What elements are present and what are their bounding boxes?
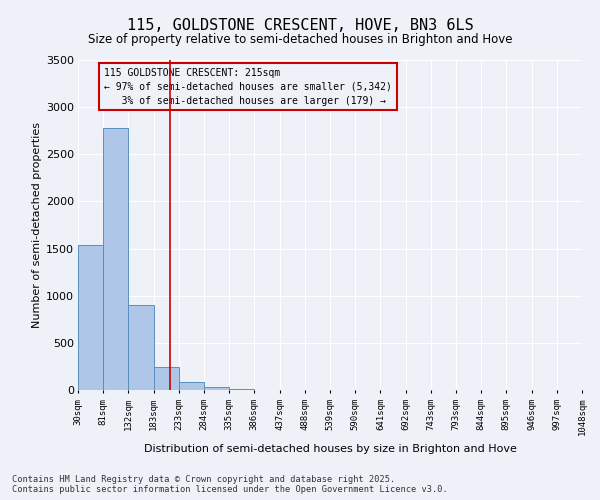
- Y-axis label: Number of semi-detached properties: Number of semi-detached properties: [32, 122, 41, 328]
- Bar: [229, 388, 254, 390]
- Bar: [78, 245, 103, 390]
- Text: 115 GOLDSTONE CRESCENT: 215sqm
← 97% of semi-detached houses are smaller (5,342): 115 GOLDSTONE CRESCENT: 215sqm ← 97% of …: [104, 68, 392, 106]
- Text: Size of property relative to semi-detached houses in Brighton and Hove: Size of property relative to semi-detach…: [88, 32, 512, 46]
- Bar: [154, 368, 179, 390]
- Text: Contains HM Land Registry data © Crown copyright and database right 2025.
Contai: Contains HM Land Registry data © Crown c…: [12, 474, 448, 494]
- Bar: [103, 128, 128, 390]
- Bar: [179, 382, 204, 390]
- Text: 115, GOLDSTONE CRESCENT, HOVE, BN3 6LS: 115, GOLDSTONE CRESCENT, HOVE, BN3 6LS: [127, 18, 473, 32]
- Bar: [204, 386, 229, 390]
- Bar: [128, 305, 154, 390]
- X-axis label: Distribution of semi-detached houses by size in Brighton and Hove: Distribution of semi-detached houses by …: [143, 444, 517, 454]
